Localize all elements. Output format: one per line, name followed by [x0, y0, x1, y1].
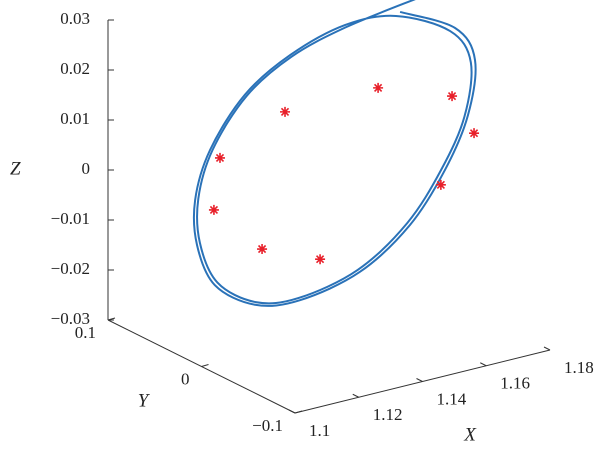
y-tick [107, 317, 116, 321]
point [447, 91, 458, 102]
z-tick-label: 0.01 [60, 109, 90, 128]
x-tick [416, 378, 423, 382]
point [257, 244, 268, 255]
point [315, 254, 326, 265]
y-tick-label: −0.1 [252, 416, 283, 435]
y-tick [201, 364, 209, 367]
z-axis-label: Z [10, 158, 21, 179]
point [373, 82, 384, 93]
x-tick-label: 1.1 [309, 421, 330, 440]
x-tick-label: 1.16 [500, 374, 530, 393]
x-tick-label: 1.14 [437, 389, 467, 408]
z-tick-label: 0 [82, 159, 91, 178]
z-tick-label: 0.02 [60, 59, 90, 78]
x-tick [480, 362, 487, 367]
trajectory [192, 0, 477, 307]
y-tick-label: 0.1 [75, 323, 96, 342]
z-tick-label: 0.03 [60, 9, 90, 28]
y-axis-label: Y [138, 390, 151, 411]
y-tick [294, 410, 303, 414]
point [469, 128, 480, 139]
x-tick-label: 1.18 [564, 358, 594, 377]
x-tick-label: 1.12 [373, 405, 403, 424]
y-tick-label: 0 [181, 369, 190, 388]
point [435, 179, 446, 190]
point [214, 152, 225, 163]
point [208, 204, 219, 215]
x-tick [288, 409, 296, 414]
z-tick-label: −0.03 [51, 309, 90, 328]
x-tick [352, 393, 359, 398]
x-tick [543, 346, 551, 351]
x-axis-label: X [463, 424, 477, 445]
point [280, 106, 291, 117]
z-tick-label: −0.02 [51, 259, 90, 278]
z-tick-label: −0.01 [51, 209, 90, 228]
